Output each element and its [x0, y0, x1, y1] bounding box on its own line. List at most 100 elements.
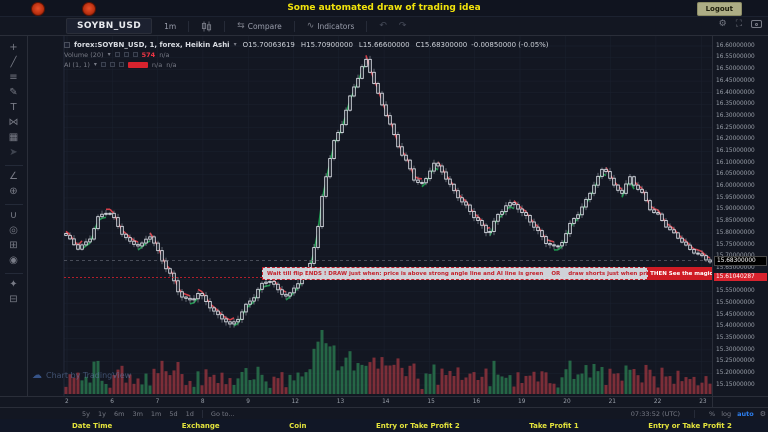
compare-button[interactable]: ⇆ Compare — [237, 21, 282, 31]
undo-icon[interactable]: ↶ — [379, 21, 387, 31]
indicator-toggle-icon[interactable] — [114, 52, 120, 57]
indicator-settings-icon[interactable] — [109, 62, 115, 67]
redo-icon[interactable]: ↷ — [398, 21, 407, 31]
price-tick: 15.85000000 — [716, 218, 755, 225]
time-tick: 6 — [110, 399, 114, 405]
price-tick: 16.00000000 — [716, 183, 755, 190]
indicators-icon: ∿ — [306, 21, 315, 31]
divider — [4, 165, 23, 166]
drawing-mode-icon[interactable]: ◎ — [9, 225, 18, 236]
time-tick: 22 — [653, 399, 662, 405]
annotation-text-or: OR — [551, 270, 561, 277]
trash-icon[interactable]: ⊟ — [9, 294, 18, 305]
chart-type-button[interactable] — [201, 21, 212, 32]
price-tick: 16.25000000 — [716, 124, 755, 131]
range-button[interactable]: 1m — [150, 409, 162, 418]
time-tick: 12 — [291, 399, 299, 405]
price-tick: 15.55000000 — [716, 288, 755, 295]
footer-column[interactable]: Entry or Take Profit 2 — [375, 421, 460, 430]
series-legend-row[interactable]: forex:SOYBN_USD, 1, forex, Heikin Ashi ▾… — [64, 40, 549, 49]
indicators-button[interactable]: ∿ Indicators — [307, 21, 355, 31]
volume-indicator-row[interactable]: Volume (20) ▾ 574 n/a — [64, 50, 549, 59]
ohlc-open: O15.70063619 — [242, 40, 295, 49]
chart-plot-area[interactable]: forex:SOYBN_USD, 1, forex, Heikin Ashi ▾… — [28, 36, 712, 396]
fullscreen-icon[interactable]: ⛶ — [735, 19, 742, 29]
magic-icon[interactable]: ✦ — [9, 279, 18, 290]
indicator-toggle-icon[interactable] — [100, 62, 106, 67]
range-button[interactable]: 3m — [132, 409, 143, 418]
indicator-settings-icon[interactable] — [123, 52, 129, 57]
footer-column[interactable]: Take Profit 1 — [529, 421, 579, 430]
range-button[interactable]: 5d — [169, 409, 178, 418]
current-price-label: 15.68300000 — [714, 256, 767, 267]
price-tick: 16.05000000 — [716, 171, 755, 178]
drawing-toolbar: + ╱ ≡ ✎ T ⋈ ▦ ➤ ∠ ⊕ ∪ ◎ ⊞ ◉ ✦ ⊟ — [0, 36, 28, 407]
percent-scale-button[interactable]: % — [709, 409, 716, 418]
text-tool-icon[interactable]: T — [10, 102, 17, 113]
indicator-close-icon[interactable] — [132, 52, 138, 57]
logout-button[interactable]: Logout — [696, 2, 742, 16]
auto-scale-button[interactable]: auto — [737, 409, 754, 418]
range-button[interactable]: 6m — [113, 409, 125, 418]
ai-na-2: n/a — [166, 60, 177, 69]
measure-icon[interactable]: ∠ — [9, 171, 18, 182]
price-tick: 16.15000000 — [716, 148, 755, 154]
brush-icon[interactable]: ✎ — [9, 87, 18, 98]
time-tick: 13 — [336, 399, 345, 405]
goto-button[interactable]: Go to... — [210, 409, 235, 418]
time-tick: 23 — [699, 399, 707, 405]
clock-utc[interactable]: 07:33:52 (UTC) — [630, 409, 681, 418]
tradingview-watermark: ☁ Chart by TradingView — [32, 370, 131, 381]
toolbar-divider — [366, 20, 368, 32]
settings-gear-icon[interactable]: ⚙ — [718, 19, 727, 29]
chevron-down-icon[interactable]: ▾ — [107, 51, 111, 58]
time-tick: 16 — [472, 399, 481, 405]
ohlc-high: H15.70900000 — [300, 40, 353, 49]
arrow-cursor-icon[interactable]: ➤ — [9, 147, 18, 158]
candlestick-plot[interactable] — [28, 36, 712, 396]
red-alarm-icon[interactable] — [82, 2, 96, 16]
trade-table-header: Date Time Exchange Coin Entry or Take Profi… — [0, 419, 768, 432]
scale-settings-gear-icon[interactable]: ⚙ — [759, 409, 766, 418]
indicators-label: Indicators — [317, 21, 355, 31]
ai-indicator-row[interactable]: AI (1, 1) ▾ n/a n/a — [64, 60, 549, 69]
interval-button[interactable]: 1m — [164, 21, 177, 31]
chevron-down-icon[interactable]: ▾ — [233, 41, 237, 48]
trendline-icon[interactable]: ╱ — [10, 57, 17, 68]
log-scale-button[interactable]: log — [721, 409, 732, 418]
price-tick: 15.80000000 — [716, 229, 755, 236]
range-button[interactable]: 1d — [185, 409, 194, 418]
symbol-tab[interactable]: SOYBN_USD — [66, 18, 153, 34]
footer-column[interactable]: Coin — [289, 421, 307, 430]
compare-label: Compare — [247, 21, 282, 31]
zoom-in-icon[interactable]: ⊕ — [9, 186, 18, 197]
page-title: Some automated draw of trading idea — [287, 3, 481, 13]
price-scale[interactable]: 16.60000000 16.55000000 16.50000000 16.4500… — [712, 36, 768, 396]
time-tick: 21 — [608, 399, 616, 405]
lock-icon[interactable]: ⊞ — [9, 240, 18, 251]
range-button[interactable]: 1y — [97, 409, 106, 418]
red-alarm-icon[interactable] — [31, 2, 45, 16]
xabcd-pattern-icon[interactable]: ⋈ — [8, 117, 19, 128]
forecast-icon[interactable]: ▦ — [8, 132, 19, 143]
range-button[interactable]: 5y — [82, 409, 90, 418]
fib-retracement-icon[interactable]: ≡ — [9, 72, 18, 83]
screenshot-camera-icon[interactable] — [751, 20, 762, 28]
trade-idea-annotation[interactable]: Wait till flip ENDS ! DRAW just when: pr… — [262, 267, 712, 280]
price-change: -0.00850000 (-0.05%) — [471, 40, 549, 49]
series-title: forex:SOYBN_USD, 1, forex, Heikin Ashi — [74, 40, 230, 49]
footer-column[interactable]: Entry or Take Profit 2 — [648, 421, 732, 430]
time-tick: 19 — [518, 399, 526, 405]
hide-drawings-icon[interactable]: ◉ — [9, 255, 18, 266]
crosshair-icon[interactable]: + — [9, 42, 18, 53]
price-tick: 15.35000000 — [716, 335, 755, 342]
footer-column[interactable]: Exchange — [181, 421, 220, 430]
indicator-close-icon[interactable] — [118, 62, 124, 67]
ai-label: AI (1, 1) — [64, 60, 90, 69]
series-checkbox-icon[interactable] — [64, 41, 70, 48]
top-header-bar: Some automated draw of trading idea Logo… — [0, 0, 768, 17]
time-scale[interactable]: 2 6 7 8 9 12 13 14 15 16 19 20 21 22 23 — [28, 396, 712, 407]
chevron-down-icon[interactable]: ▾ — [93, 61, 97, 68]
footer-column[interactable]: Date Time — [72, 421, 113, 430]
magnet-icon[interactable]: ∪ — [9, 210, 18, 221]
